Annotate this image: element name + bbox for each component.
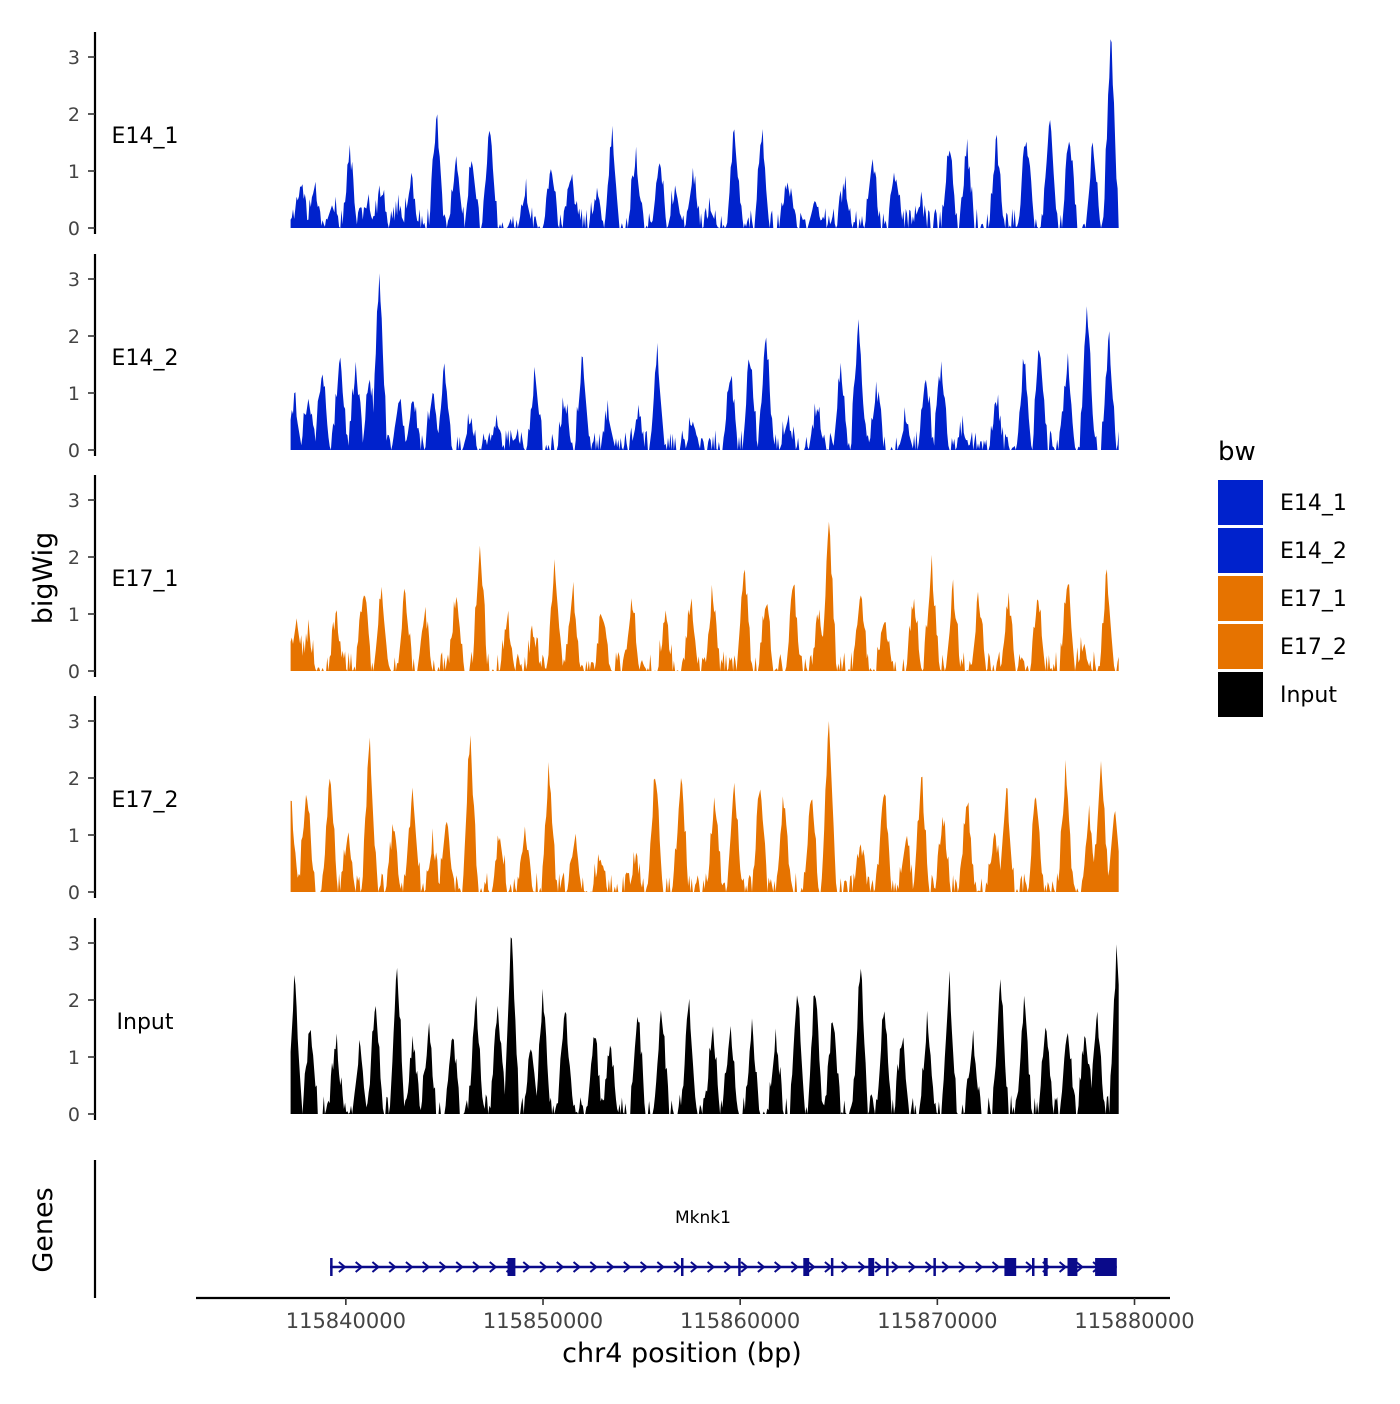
legend-label-E17_1: E17_1 [1280, 587, 1347, 612]
signal-area-E17_1 [291, 522, 1119, 671]
gene-exon [1044, 1258, 1048, 1276]
x-tick-label: 115880000 [1074, 1309, 1194, 1333]
legend-label-E14_1: E14_1 [1280, 491, 1347, 516]
signal-area-E14_2 [291, 273, 1119, 450]
y-tick-label: 3 [68, 490, 80, 512]
y-tick-label: 0 [68, 661, 80, 683]
legend-label-E17_2: E17_2 [1280, 635, 1347, 660]
genes-track: Mknk1 [95, 1160, 1117, 1298]
y-axis-title: bigWig [28, 532, 59, 625]
legend-label-Input: Input [1280, 683, 1337, 708]
gene-exon [1095, 1258, 1117, 1276]
track-E14_2: 0 1 2 3 E14_2 [68, 254, 1119, 462]
legend-swatch-E14_1 [1218, 480, 1263, 525]
track-label-E14_1: E14_1 [112, 124, 179, 149]
track-label-E14_2: E14_2 [112, 346, 179, 371]
y-tick-label: 2 [68, 326, 80, 348]
track-label-E17_1: E17_1 [112, 567, 179, 592]
y-tick-label: 2 [68, 768, 80, 790]
y-tick-label: 2 [68, 547, 80, 569]
y-tick-label: 1 [68, 1047, 80, 1069]
legend-label-E14_2: E14_2 [1280, 539, 1347, 564]
genes-axis-title: Genes [28, 1187, 59, 1272]
legend-swatch-Input [1218, 672, 1263, 717]
signal-area-E14_1 [291, 39, 1119, 228]
gene-exon [803, 1258, 809, 1276]
signal-area-Input [291, 937, 1119, 1114]
gene-exon [1068, 1258, 1078, 1276]
y-tick-label: 0 [68, 440, 80, 462]
x-tick-label: 115840000 [286, 1309, 406, 1333]
x-tick-label: 115870000 [877, 1309, 997, 1333]
y-tick-label: 3 [68, 711, 80, 733]
legend-swatch-E17_1 [1218, 576, 1263, 621]
legend-swatch-E14_2 [1218, 528, 1263, 573]
y-tick-label: 0 [68, 882, 80, 904]
gene-exon [738, 1258, 741, 1276]
track-label-E17_2: E17_2 [112, 788, 179, 813]
gene-name-label: Mknk1 [675, 1208, 731, 1228]
y-tick-label: 1 [68, 604, 80, 626]
y-tick-label: 0 [68, 218, 80, 240]
track-label-Input: Input [117, 1010, 174, 1035]
gene-exon [868, 1258, 874, 1276]
gene-exon [1032, 1258, 1035, 1276]
y-tick-label: 3 [68, 933, 80, 955]
track-E17_1: 0 1 2 3 E17_1 [68, 475, 1119, 683]
y-tick-label: 1 [68, 383, 80, 405]
track-Input: 0 1 2 3 Input [68, 918, 1119, 1126]
tracks-layer: 0 1 2 3 E14_1 0 1 2 3 E14_2 0 1 2 3 E17_1 0 1 2 3 E17_2 0 1 2 3… [68, 32, 1119, 1126]
gene-exon [681, 1258, 684, 1276]
track-E14_1: 0 1 2 3 E14_1 [68, 32, 1119, 240]
gene-exon [508, 1258, 516, 1276]
y-tick-label: 3 [68, 47, 80, 69]
track-E17_2: 0 1 2 3 E17_2 [68, 696, 1119, 904]
y-tick-label: 0 [68, 1104, 80, 1126]
y-tick-label: 3 [68, 269, 80, 291]
gene-exon [831, 1258, 834, 1276]
x-tick-label: 115850000 [483, 1309, 603, 1333]
x-axis: 115840000 115850000 115860000 115870000 1158… [196, 1298, 1195, 1333]
x-tick-label: 115860000 [680, 1309, 800, 1333]
gene-exon [933, 1258, 936, 1276]
legend-swatch-E17_2 [1218, 624, 1263, 669]
y-tick-label: 2 [68, 104, 80, 126]
gene-exon [330, 1258, 333, 1276]
y-tick-label: 2 [68, 990, 80, 1012]
y-tick-label: 1 [68, 825, 80, 847]
x-axis-title: chr4 position (bp) [562, 1338, 802, 1369]
signal-area-E17_2 [291, 721, 1119, 892]
legend: bw E14_1 E14_2 E17_1 E17_2 Input [1218, 437, 1347, 717]
y-tick-label: 1 [68, 161, 80, 183]
gene-exon [1004, 1258, 1016, 1276]
legend-title: bw [1218, 437, 1256, 467]
gene-exon [886, 1258, 889, 1276]
